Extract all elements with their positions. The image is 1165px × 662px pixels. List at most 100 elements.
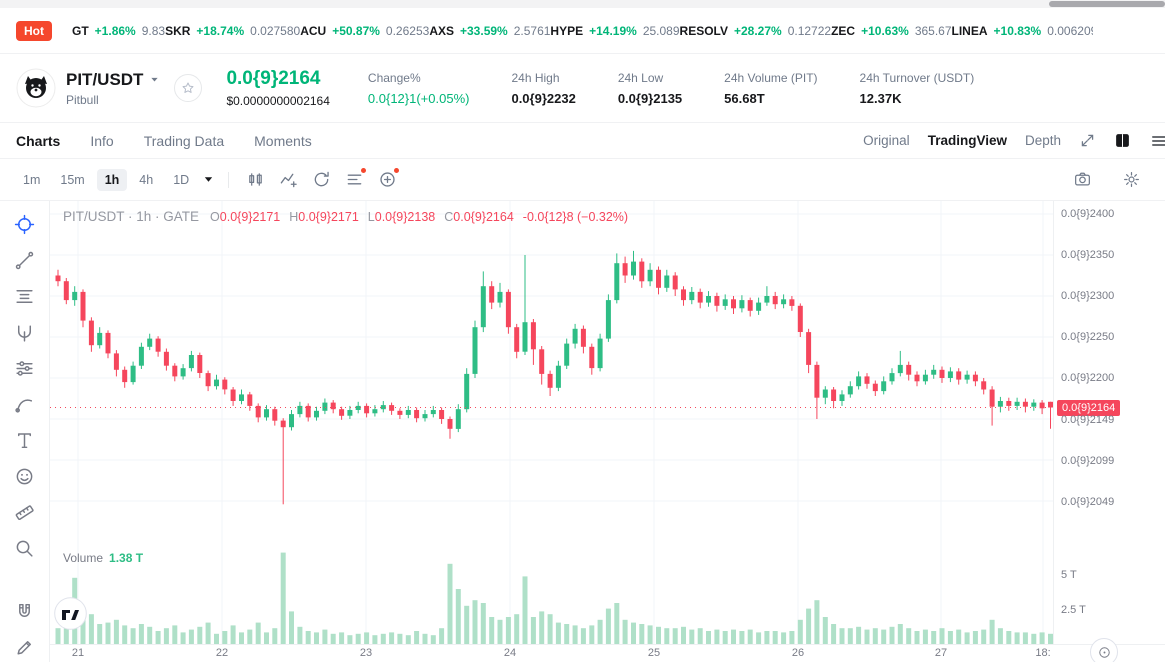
scroll-target-button[interactable]	[1090, 638, 1118, 662]
snapshot-button[interactable]	[1068, 166, 1096, 194]
ticker-symbol: HYPE	[550, 23, 584, 38]
ticker-item-gt[interactable]: GT +1.86% 9.83	[72, 24, 165, 38]
ticker-item-acu[interactable]: ACU +50.87% 0.26253	[300, 24, 429, 38]
volume-axis-label: 5 T	[1061, 569, 1077, 581]
tool-emoji[interactable]	[14, 465, 36, 487]
tool-zoom[interactable]	[14, 537, 36, 559]
intervals: 1m 15m 1h 4h 1D	[15, 168, 201, 191]
tab-moments[interactable]: Moments	[254, 132, 312, 149]
ticker-item-axs[interactable]: AXS +33.59% 2.5761	[429, 24, 550, 38]
favorite-button[interactable]	[174, 74, 203, 102]
ticker-price: 9.83	[141, 23, 166, 38]
chart-canvas[interactable]: PIT/USDT · 1h · GATE O0.0{9}2171 H0.0{9}2…	[50, 201, 1053, 645]
volume-axis-label: 2.5 T	[1061, 604, 1086, 616]
mode-tradingview[interactable]: TradingView	[927, 133, 1007, 148]
tool-crosshair[interactable]	[14, 213, 36, 235]
ticker-symbol: ZEC	[831, 23, 856, 38]
tradingview-logo[interactable]	[54, 597, 87, 630]
tool-draw[interactable]	[14, 636, 36, 658]
ticker-price: 2.5761	[513, 23, 551, 38]
brush-icon	[15, 398, 33, 413]
scrollbar-thumb[interactable]	[1049, 1, 1165, 7]
ticker-price: 0.006209	[1047, 23, 1093, 38]
layout-icon	[1116, 134, 1129, 147]
tool-magnet[interactable]	[14, 600, 36, 622]
ticker-item-resolv[interactable]: RESOLV +28.27% 0.12722	[680, 24, 832, 38]
stat-value: 56.68T	[724, 90, 765, 106]
tool-pitchfork[interactable]	[14, 321, 36, 343]
chart-modes: Original TradingView Depth	[863, 133, 1061, 148]
interval-4h[interactable]: 4h	[139, 172, 154, 187]
ticker-change: +10.63%	[861, 23, 909, 38]
ticker-item-skr[interactable]: SKR +18.74% 0.027580	[165, 24, 300, 38]
price-axis-label: 0.0{9}2300	[1061, 290, 1115, 302]
ticker-item-hype[interactable]: HYPE +14.19% 25.089	[550, 24, 679, 38]
tab-info[interactable]: Info	[90, 132, 114, 149]
add-indicator-button[interactable]	[373, 166, 401, 194]
refresh-icon	[314, 171, 329, 187]
interval-1d[interactable]: 1D	[173, 172, 190, 187]
price-axis-label: 0.0{9}2049	[1061, 495, 1115, 508]
interval-1h[interactable]: 1h	[96, 168, 128, 191]
time-axis[interactable]: 21 22 23 24 25 26 27 18:	[50, 644, 1165, 662]
tool-ruler[interactable]	[14, 501, 36, 523]
tool-sliders[interactable]	[14, 357, 36, 379]
tool-trend-line[interactable]	[14, 249, 36, 271]
current-price-tag: 0.0{9}2164	[1057, 399, 1121, 416]
tool-brush[interactable]	[14, 393, 36, 415]
ticker-change: +14.19%	[589, 23, 637, 38]
time-axis-label: 26	[791, 647, 805, 659]
interval-dropdown[interactable]	[203, 174, 214, 185]
stat-label: 24h Volume (PIT)	[724, 70, 818, 85]
time-axis-label: 24	[503, 647, 517, 659]
side-panel-toggle[interactable]	[1151, 133, 1165, 154]
refresh-button[interactable]	[307, 166, 335, 194]
gear-icon	[1123, 172, 1139, 187]
stat-label: 24h High	[511, 70, 560, 85]
ticker-items: GT +1.86% 9.83 SKR +18.74% 0.027580 ACU +50.87%…	[72, 24, 1093, 38]
ticker-change: +33.59%	[460, 23, 508, 38]
interval-1m[interactable]: 1m	[23, 172, 41, 187]
candlestick-chart[interactable]	[50, 201, 1053, 645]
ruler-icon	[15, 504, 34, 520]
time-axis-label: 27	[934, 647, 948, 659]
mode-original[interactable]: Original	[863, 133, 910, 148]
pair-selector[interactable]: PIT/USDT	[66, 70, 160, 90]
ticker-price: 365.67	[914, 23, 952, 38]
stat-value: 0.0{9}2135	[617, 90, 683, 106]
price-axis[interactable]: 0.0{9}2164 0.0{9}2400 0.0{9}2350 0.0{9}230…	[1053, 201, 1165, 645]
stat-24h-volume-pit-: 24h Volume (PIT) 56.68T	[724, 71, 817, 106]
chart-settings-button[interactable]	[1117, 166, 1145, 194]
stat-value: 12.37K	[859, 90, 902, 106]
stat-24h-high: 24h High 0.0{9}2232	[511, 71, 575, 106]
horizontal-scrollbar[interactable]	[0, 0, 1165, 8]
camera-icon	[1074, 172, 1090, 186]
ticker-price: 0.027580	[250, 23, 301, 38]
coin-logo	[16, 68, 56, 108]
template-icon	[347, 174, 362, 185]
ticker-item-zec[interactable]: ZEC +10.63% 365.67	[831, 24, 951, 38]
tool-text[interactable]	[14, 429, 36, 451]
mode-depth[interactable]: Depth	[1024, 133, 1061, 148]
caret-down-icon	[151, 77, 159, 82]
tool-fib-retracement[interactable]	[14, 285, 36, 307]
ticker-symbol: GT	[72, 23, 89, 38]
ticker-symbol: AXS	[429, 23, 454, 38]
add-icon	[380, 172, 395, 187]
pair-stats: Change% 0.0{12}1(+0.05%) 24h High 0.0{9}223…	[368, 71, 974, 106]
tabs-right: Original TradingView Depth	[863, 132, 1131, 149]
template-button[interactable]	[340, 166, 368, 194]
fullscreen-button[interactable]	[1079, 132, 1096, 149]
layout-button[interactable]	[1114, 132, 1131, 149]
tab-trading-data[interactable]: Trading Data	[143, 132, 225, 149]
interval-15m[interactable]: 15m	[60, 172, 85, 187]
stat-24h-turnover-usdt-: 24h Turnover (USDT) 12.37K	[860, 71, 975, 106]
indicators-button[interactable]	[274, 166, 302, 194]
draw-icon	[17, 640, 32, 655]
stat-label: Change%	[367, 70, 421, 85]
caret-down-icon	[205, 177, 213, 182]
chart-style-button[interactable]	[241, 166, 269, 194]
ticker-item-linea[interactable]: LINEA +10.83% 0.006209	[952, 24, 1093, 38]
tab-charts[interactable]: Charts	[16, 132, 61, 149]
price-axis-label: 0.0{9}2149	[1061, 413, 1115, 426]
